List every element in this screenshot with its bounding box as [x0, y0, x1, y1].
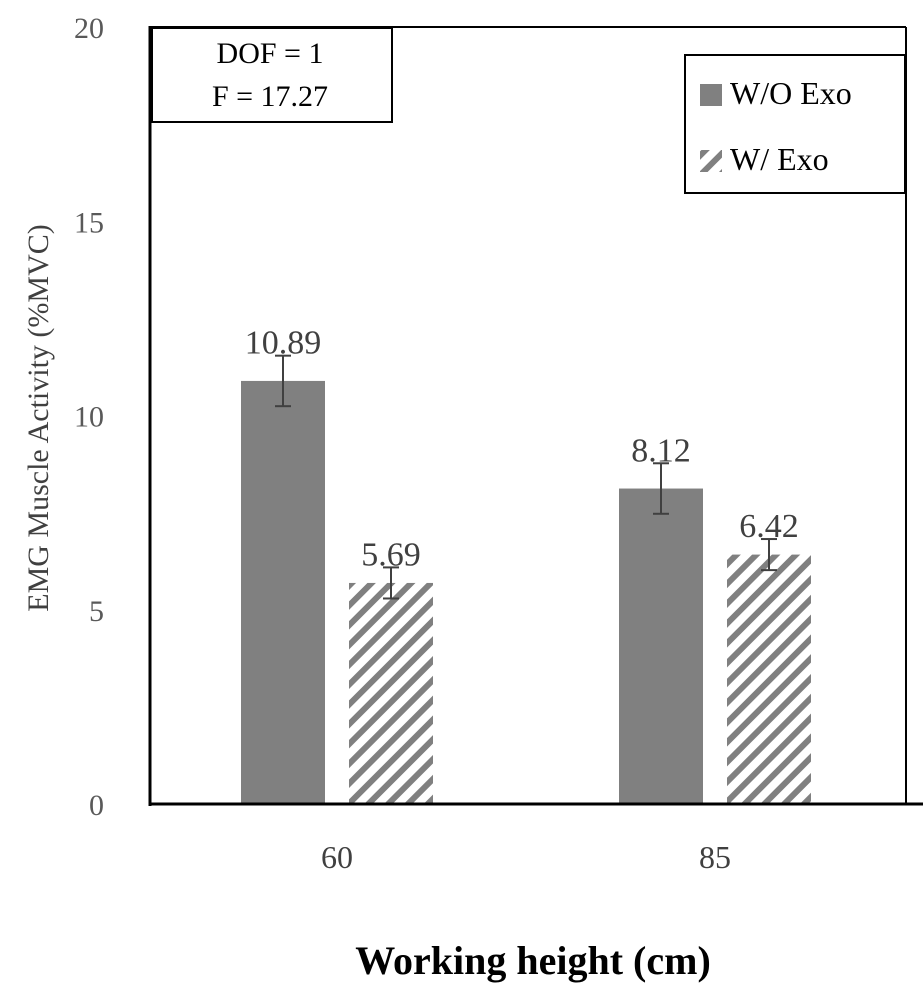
- x-axis-title: Working height (cm): [355, 938, 711, 983]
- stats-annotation: DOF = 1 F = 17.27: [151, 27, 393, 123]
- bar-w-o-exo-60: [241, 380, 325, 804]
- bar-w-exo-60: [349, 582, 433, 804]
- bar-w-exo-85: [727, 554, 811, 804]
- data-label: 10.89: [245, 325, 322, 362]
- legend-label-wo-exo: W/O Exo: [730, 75, 852, 111]
- error-bar: [383, 566, 399, 600]
- error-bar: [761, 538, 777, 572]
- y-axis-title: EMG Muscle Activity (%MVC): [22, 224, 55, 611]
- y-axis-ticks: 0 5 10 15 20: [74, 12, 104, 822]
- legend-label-w-exo: W/ Exo: [730, 141, 829, 177]
- error-bar: [653, 462, 669, 515]
- data-label: 8.12: [631, 432, 691, 469]
- x-tick-label: 85: [699, 839, 731, 875]
- legend-swatch-w-exo: [700, 150, 722, 172]
- y-tick-label: 15: [74, 206, 104, 239]
- x-axis-ticks: 60 85: [321, 839, 731, 875]
- y-tick-label: 0: [89, 789, 104, 822]
- bars: 10.89 5.69 8.12 6.42: [241, 325, 811, 804]
- data-label: 5.69: [361, 536, 421, 573]
- bar-w-o-exo-85: [619, 488, 703, 804]
- legend: W/O Exo W/ Exo: [684, 54, 906, 194]
- x-tick-label: 60: [321, 839, 353, 875]
- legend-swatch-wo-exo: [700, 84, 722, 106]
- y-tick-label: 20: [74, 12, 104, 45]
- y-tick-label: 10: [74, 401, 104, 434]
- data-label: 6.42: [739, 508, 799, 545]
- stats-dof: DOF = 1: [217, 37, 324, 70]
- error-bar: [275, 354, 291, 408]
- y-tick-label: 5: [89, 595, 104, 628]
- stats-f: F = 17.27: [212, 80, 328, 113]
